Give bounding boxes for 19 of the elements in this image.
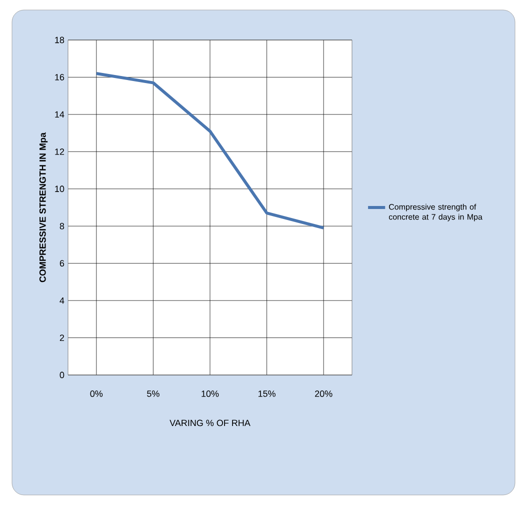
- y-tick-label: 10: [55, 186, 64, 192]
- x-tick-label: 15%: [258, 390, 276, 397]
- x-tick-label: 0%: [90, 390, 103, 397]
- y-tick-label: 16: [55, 74, 64, 80]
- y-tick-label: 6: [60, 260, 64, 267]
- x-tick-label: 20%: [315, 390, 332, 397]
- y-tick-label: 4: [60, 297, 64, 304]
- y-tick-label: 8: [60, 222, 64, 230]
- x-tick-label: 5%: [147, 390, 160, 397]
- y-axis-title: COMPRESSIVE STRENGTH IN Mpa: [39, 132, 48, 282]
- y-tick-label: 12: [55, 148, 64, 155]
- y-tick-label: 14: [55, 111, 64, 118]
- legend-label: Compressive strength of concrete at 7 days in Mpa: [388, 204, 482, 222]
- x-axis-title: VARING % OF RHA: [170, 420, 250, 426]
- y-tick-label: 18: [55, 36, 64, 44]
- line-series: [94, 72, 326, 230]
- y-tick-label: 0: [60, 372, 64, 378]
- y-tick-label: 2: [60, 334, 64, 341]
- x-tick-label: 10%: [202, 390, 219, 397]
